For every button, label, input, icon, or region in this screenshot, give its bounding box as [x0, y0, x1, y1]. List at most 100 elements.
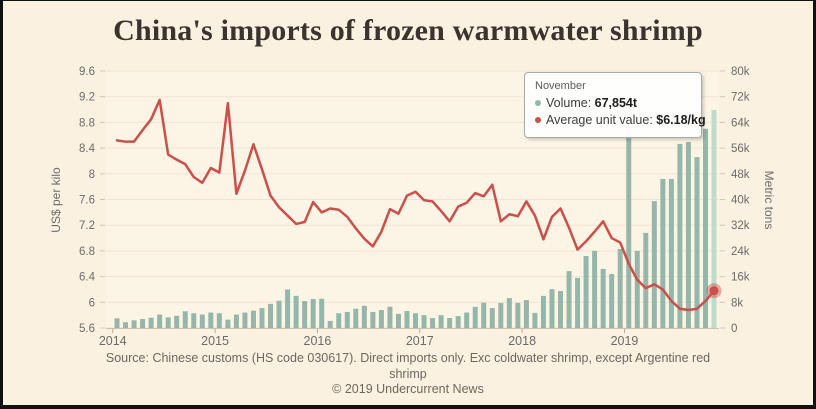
right-axis-tick-label: 0 — [731, 323, 737, 335]
volume-bar[interactable] — [532, 312, 538, 328]
right-axis-tick-label: 48k — [731, 169, 750, 181]
volume-bar[interactable] — [344, 311, 350, 328]
volume-bar[interactable] — [668, 178, 674, 328]
volume-bar[interactable] — [703, 128, 709, 328]
right-axis-tick-label: 72k — [731, 92, 750, 104]
source-note: Source: Chinese customs (HS code 030617)… — [3, 351, 813, 398]
right-axis-tick-label: 24k — [731, 246, 750, 258]
volume-bar[interactable] — [174, 315, 180, 328]
volume-bar[interactable] — [123, 322, 129, 328]
volume-bar[interactable] — [447, 318, 453, 328]
volume-bar[interactable] — [413, 313, 419, 328]
volume-bar[interactable] — [404, 310, 410, 328]
volume-bar[interactable] — [353, 308, 359, 328]
tooltip-unit-value-label: Average unit value: — [546, 113, 657, 127]
volume-bar[interactable] — [387, 306, 393, 328]
volume-bar[interactable] — [489, 308, 495, 328]
left-axis-tick-label: 8 — [89, 169, 95, 181]
volume-bar[interactable] — [165, 317, 171, 328]
unit-value-line-series[interactable] — [115, 98, 722, 312]
tooltip-period: November — [535, 80, 586, 92]
volume-bar[interactable] — [131, 320, 137, 328]
volume-bar[interactable] — [685, 141, 691, 328]
chart-plot-area[interactable]: 9.6 9.2 8.8 8.4 8 7.6 7.2 6.8 6.4 6 5.6 80k 72k 64k 56… — [3, 1, 816, 409]
volume-bar[interactable] — [515, 302, 521, 328]
volume-bar-series[interactable] — [114, 110, 717, 328]
volume-bar[interactable] — [617, 248, 623, 328]
volume-bar[interactable] — [626, 128, 632, 328]
volume-bar[interactable] — [250, 310, 256, 328]
volume-bar[interactable] — [694, 157, 700, 328]
left-axis-tick-label: 6.8 — [79, 246, 95, 258]
volume-bar[interactable] — [216, 313, 222, 328]
chart-tooltip: November Volume: 67,854t Average unit va… — [524, 72, 706, 138]
volume-bar[interactable] — [395, 313, 401, 328]
tooltip-volume-label: Volume: — [546, 96, 595, 110]
volume-bar[interactable] — [285, 289, 291, 328]
volume-bar[interactable] — [242, 312, 248, 328]
volume-bar[interactable] — [651, 201, 657, 328]
volume-bar[interactable] — [455, 316, 461, 328]
volume-bar[interactable] — [472, 306, 478, 328]
volume-bar[interactable] — [378, 310, 384, 328]
left-axis-tick-label: 9.2 — [79, 92, 95, 104]
volume-bar[interactable] — [157, 314, 163, 328]
volume-bar[interactable] — [148, 317, 154, 328]
x-axis-year-label: 2016 — [304, 334, 332, 348]
volume-bar[interactable] — [558, 291, 564, 328]
volume-bullet-icon — [535, 100, 541, 106]
volume-bar[interactable] — [660, 178, 666, 328]
volume-bar[interactable] — [421, 315, 427, 328]
volume-bar[interactable] — [575, 277, 581, 328]
source-line-2: shrimp — [389, 366, 427, 381]
right-axis-tick-label: 64k — [731, 117, 750, 129]
volume-bar[interactable] — [643, 232, 649, 328]
volume-bar[interactable] — [583, 256, 589, 328]
unit-value-bullet-icon — [535, 117, 541, 123]
volume-bar[interactable] — [114, 318, 120, 328]
volume-bar[interactable] — [208, 312, 214, 328]
volume-bar[interactable] — [199, 314, 205, 328]
volume-bar[interactable] — [481, 302, 487, 328]
volume-bar-highlighted[interactable] — [711, 110, 717, 328]
volume-bar[interactable] — [140, 319, 146, 328]
volume-bar[interactable] — [191, 313, 197, 328]
volume-bar[interactable] — [592, 250, 598, 328]
volume-bar[interactable] — [438, 315, 444, 328]
volume-bar[interactable] — [361, 305, 367, 328]
volume-bar[interactable] — [276, 300, 282, 328]
volume-bar[interactable] — [268, 303, 274, 328]
tooltip-unit-value-value: $6.18/kg — [656, 113, 706, 127]
volume-bar[interactable] — [634, 250, 640, 328]
volume-bar[interactable] — [609, 274, 615, 328]
volume-bar[interactable] — [233, 314, 239, 328]
unit-value-line[interactable] — [115, 98, 716, 312]
volume-bar[interactable] — [327, 320, 333, 328]
volume-bar[interactable] — [498, 302, 504, 328]
volume-bar[interactable] — [677, 143, 683, 328]
right-axis-tick-label: 56k — [731, 143, 750, 155]
volume-bar[interactable] — [464, 312, 470, 328]
volume-bar[interactable] — [370, 311, 376, 328]
hover-marker[interactable] — [709, 286, 719, 296]
volume-bar[interactable] — [302, 301, 308, 328]
volume-bar[interactable] — [523, 300, 529, 328]
volume-bar[interactable] — [600, 268, 606, 328]
volume-bar[interactable] — [566, 271, 572, 328]
volume-bar[interactable] — [549, 289, 555, 328]
volume-bar[interactable] — [225, 319, 231, 328]
volume-bar[interactable] — [506, 298, 512, 328]
left-axis-tick-label: 9.6 — [79, 66, 95, 78]
volume-bar[interactable] — [540, 295, 546, 328]
volume-bar[interactable] — [259, 308, 265, 328]
volume-bar[interactable] — [293, 295, 299, 328]
volume-bar[interactable] — [319, 298, 325, 328]
source-line-1: Source: Chinese customs (HS code 030617)… — [105, 351, 711, 365]
volume-bar[interactable] — [336, 313, 342, 328]
volume-bar[interactable] — [310, 299, 316, 328]
right-axis-tick-label: 16k — [731, 272, 750, 284]
left-axis-tick-label: 8.8 — [79, 117, 95, 129]
volume-bar[interactable] — [182, 311, 188, 328]
volume-bar[interactable] — [430, 318, 436, 328]
